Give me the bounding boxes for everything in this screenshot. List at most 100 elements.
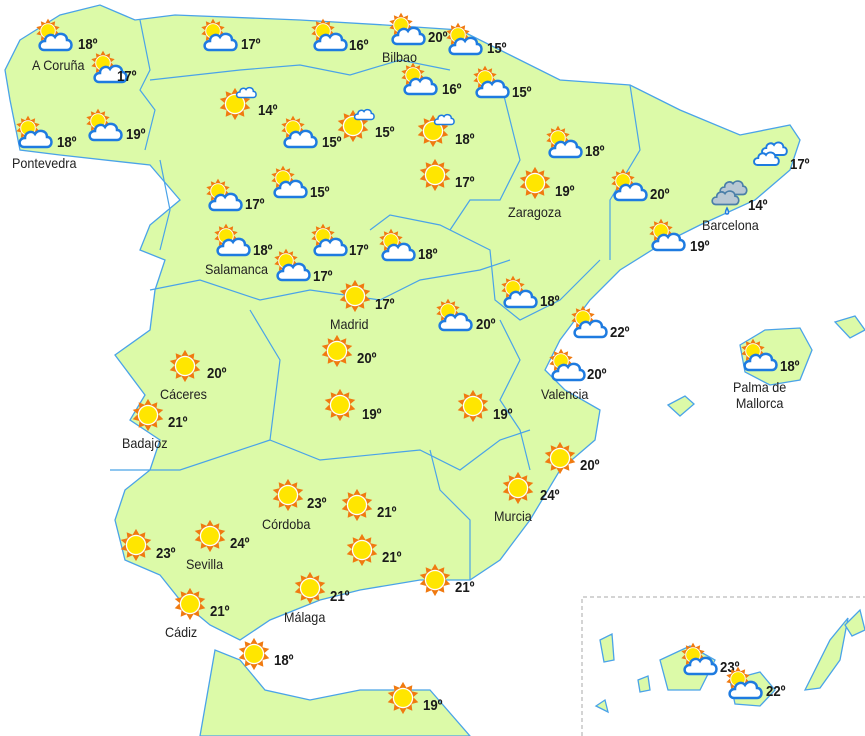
partly-cloudy-icon: [498, 275, 542, 320]
temperature-label: 16º: [442, 81, 462, 98]
sunny-icon: [318, 385, 362, 430]
temperature-label: 19º: [690, 238, 710, 255]
temperature-label: 22º: [610, 324, 630, 341]
temperature-label: 18º: [57, 134, 77, 151]
sunny-icon: [496, 468, 540, 513]
canary-island: [594, 698, 609, 714]
temperature-label: 20º: [428, 29, 448, 46]
temperature-label: 21º: [168, 414, 188, 431]
temperature-label: 18º: [780, 358, 800, 375]
temperature-label: 19º: [555, 183, 575, 200]
menorca: [833, 315, 865, 339]
sunny-icon: [288, 568, 332, 613]
city-label: A Coruña: [32, 57, 85, 73]
city-label: Cádiz: [165, 624, 198, 640]
temperature-label: 16º: [349, 37, 369, 54]
temperature-label: 17º: [241, 36, 261, 53]
partly-cloudy-icon: [268, 165, 312, 210]
mainland-spain: [4, 4, 801, 641]
city-label: Badajoz: [122, 435, 168, 451]
sunny-icon: [315, 331, 359, 376]
temperature-label: 15º: [322, 134, 342, 151]
temperature-label: 24º: [230, 535, 250, 552]
temperature-label: 17º: [117, 68, 137, 85]
partly-cloudy-icon: [376, 228, 420, 273]
temperature-label: 21º: [455, 579, 475, 596]
temperature-label: 18º: [253, 242, 273, 259]
rain-icon: [706, 175, 750, 220]
sunny-icon: [114, 525, 158, 570]
partly-cloudy-icon: [678, 642, 722, 687]
temperature-label: 20º: [650, 186, 670, 203]
sunny-icon: [232, 634, 276, 679]
temperature-label: 19º: [423, 697, 443, 714]
city-label: Cáceres: [160, 386, 207, 402]
partly-cloudy-icon: [198, 18, 242, 63]
temperature-label: 17º: [245, 196, 265, 213]
city-label: Murcia: [494, 508, 532, 524]
sunny-icon: [126, 395, 170, 440]
sunny-small-cloud-icon: [413, 110, 457, 155]
land: [4, 4, 865, 736]
partly-cloudy-icon: [271, 248, 315, 293]
temperature-label: 23º: [307, 495, 327, 512]
temperature-label: 15º: [310, 184, 330, 201]
temperature-label: 15º: [487, 40, 507, 57]
sunny-icon: [538, 438, 582, 483]
sunny-icon: [381, 678, 425, 723]
sunny-small-cloud-icon: [333, 105, 377, 150]
temperature-label: 19º: [493, 406, 513, 423]
city-label: Salamanca: [205, 261, 269, 277]
sunny-icon: [168, 584, 212, 629]
city-label: Córdoba: [262, 516, 311, 532]
temperature-label: 17º: [790, 156, 810, 173]
temperature-label: 20º: [357, 350, 377, 367]
ibiza: [666, 395, 695, 417]
africa-coast: [199, 649, 471, 736]
canary-island: [637, 675, 651, 693]
temperature-label: 18º: [455, 131, 475, 148]
partly-cloudy-icon: [433, 298, 477, 343]
city-label: Zaragoza: [508, 204, 562, 220]
city-label: Palma de Mallorca: [733, 379, 787, 411]
temperature-label: 18º: [274, 652, 294, 669]
city-label: Pontevedra: [12, 155, 77, 171]
temperature-label: 15º: [375, 124, 395, 141]
city-label: Málaga: [284, 609, 326, 625]
sunny-icon: [413, 155, 457, 200]
temperature-label: 17º: [313, 268, 333, 285]
sunny-icon: [340, 530, 384, 575]
partly-cloudy-icon: [470, 65, 514, 110]
partly-cloudy-icon: [308, 18, 352, 63]
sunny-icon: [333, 276, 377, 321]
sunny-icon: [335, 485, 379, 530]
city-label: Sevilla: [186, 556, 224, 572]
temperature-label: 21º: [210, 603, 230, 620]
city-label: Barcelona: [702, 217, 759, 233]
canary-island: [599, 632, 615, 663]
temperature-label: 17º: [349, 242, 369, 259]
sunny-icon: [163, 346, 207, 391]
sunny-icon: [513, 163, 557, 208]
canary-island: [803, 617, 849, 691]
sunny-icon: [266, 475, 310, 520]
partly-cloudy-icon: [83, 108, 127, 153]
sunny-icon: [451, 386, 495, 431]
temperature-label: 19º: [362, 406, 382, 423]
temperature-label: 20º: [580, 457, 600, 474]
temperature-label: 17º: [455, 174, 475, 191]
temperature-label: 21º: [382, 549, 402, 566]
partly-cloudy-icon: [398, 62, 442, 107]
partly-cloudy-icon: [568, 305, 612, 350]
temperature-label: 20º: [476, 316, 496, 333]
sunny-icon: [188, 516, 232, 561]
temperature-label: 17º: [375, 296, 395, 313]
temperature-label: 14º: [258, 102, 278, 119]
canary-island: [844, 608, 865, 637]
sunny-small-cloud-icon: [215, 83, 259, 128]
partly-cloudy-icon: [608, 168, 652, 213]
partly-cloudy-icon: [738, 338, 782, 383]
partly-cloudy-icon: [278, 115, 322, 160]
